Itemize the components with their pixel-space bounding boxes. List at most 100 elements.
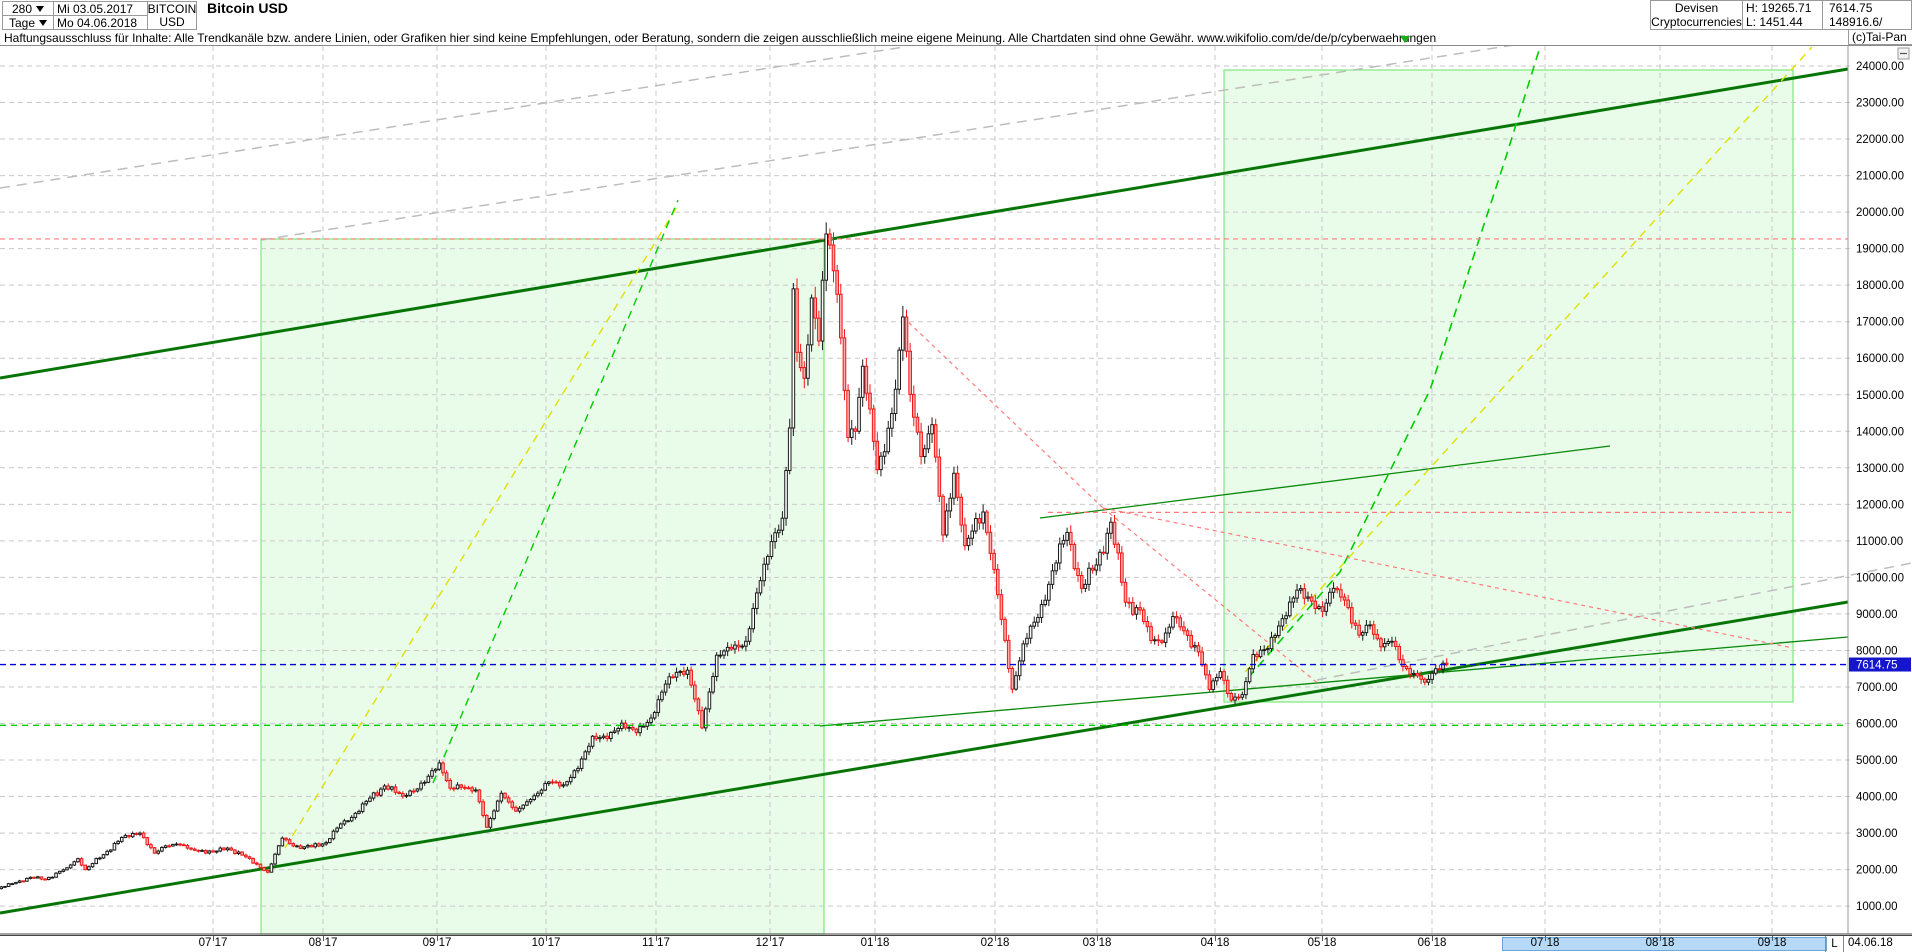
x-tick-label: 02 18 [980,937,1010,949]
y-tick-label: 12000.00 [1856,499,1904,511]
y-tick-label: 18000.00 [1856,280,1904,292]
price-axis[interactable]: 24000.00 23000.00 22000.00 21000.00 20000.00… [0,46,1912,935]
channel-upper [0,67,1849,380]
period-value: 280 [11,1,33,16]
x-tick-label: 10 17 [531,937,561,949]
copyright-label: (c)Tai-Pan [1848,30,1912,45]
x-tick-label: 06 18 [1417,937,1447,949]
volume: 148916.6/ [1829,15,1883,29]
y-tick-label: 16000.00 [1856,353,1904,365]
x-tick-label: 04 18 [1200,937,1230,949]
collapse-button[interactable] [1897,47,1910,60]
y-tick-label: 15000.00 [1856,390,1904,402]
candlestick-chart[interactable]: 24000.00 23000.00 22000.00 21000.00 20000.00… [0,39,1912,935]
red-fan-steep [902,316,1104,509]
header-divider [0,45,1912,46]
x-tick-label: 09 18 [1757,937,1787,949]
date-from-field[interactable]: Mi 03.05.2017 [53,1,148,16]
interval-dropdown[interactable]: Tage [2,15,54,30]
symbol-cell: BITCOIN USD [147,1,197,30]
y-tick-label: 1000.00 [1856,901,1898,913]
y-tick-label: 5000.00 [1856,755,1898,767]
x-tick-label: 09 17 [422,937,452,949]
x-tick [213,936,214,941]
x-tick [995,936,996,941]
low-value: L: 1451.44 [1746,15,1803,29]
x-tick-label: 08 17 [308,937,338,949]
x-tick [1772,936,1773,941]
high-low-cell: H: 19265.71 L: 1451.44 [1742,0,1823,30]
gray-channel-a [0,46,905,189]
trend-zones [260,69,1794,935]
x-tick [875,936,876,941]
green-parabola-right [1247,46,1541,679]
high-value: H: 19265.71 [1746,1,1812,15]
x-tick-label: 01 18 [860,937,890,949]
y-tick-label: 7000.00 [1856,682,1898,694]
x-tick [437,936,438,941]
y-tick-label: 6000.00 [1856,719,1898,731]
x-tick [1432,936,1433,941]
disclaimer-text: Haftungsausschluss für Inhalte: Alle Tre… [4,30,1437,45]
last-price: 7614.75 [1829,1,1873,15]
y-tick-label: 3000.00 [1856,828,1898,840]
trend-lines [0,39,1912,915]
future-months-highlight [1502,937,1827,951]
x-tick [1660,936,1661,941]
green-trend-left [432,199,679,784]
y-tick-label: 8000.00 [1856,645,1898,657]
last-date-label: 04.06.18 [1848,937,1893,949]
x-tick [546,936,547,941]
candles [0,222,1449,890]
x-tick [1097,936,1098,941]
time-axis[interactable]: 07 17 08 17 09 17 10 17 11 17 12 17 01 18 02 18… [0,935,1912,952]
chart-title: Bitcoin USD [207,0,288,16]
y-tick-label: 21000.00 [1856,171,1904,183]
y-tick-label: 14000.00 [1856,426,1904,438]
x-tick [1545,936,1546,941]
svg-text:7614.75: 7614.75 [1856,660,1898,672]
channel-lower [0,600,1849,915]
x-tick-label: 07 18 [1530,937,1560,949]
chevron-down-icon [36,5,45,12]
y-tick-label: 9000.00 [1856,609,1898,621]
period-dropdown[interactable]: 280 [2,1,54,16]
y-tick-label: 20000.00 [1856,207,1904,219]
resist-thin-green [1039,445,1611,519]
x-tick-label: 08 18 [1645,937,1675,949]
date-to-field[interactable]: Mo 04.06.2018 [53,15,148,30]
last-price-cell: 7614.75 148916.6/ [1822,0,1912,30]
x-tick-label: 12 17 [755,937,785,949]
y-tick-label: 22000.00 [1856,134,1904,146]
x-tick [1322,936,1323,941]
scale-mode-label[interactable]: L [1825,936,1844,952]
red-fan-mid [1102,507,1321,686]
timeline-marker-icon [1400,36,1410,43]
y-tick-label: 4000.00 [1856,792,1898,804]
y-tick-label: 24000.00 [1856,61,1904,73]
chevron-down-icon [39,19,48,26]
gray-channel-b [260,39,1547,241]
x-tick [323,936,324,941]
chart-canvas[interactable]: 24000.00 23000.00 22000.00 21000.00 20000.00… [0,39,1912,935]
x-tick [770,936,771,941]
red-fan-shallow [1102,507,1794,649]
x-tick [1215,936,1216,941]
y-tick-label: 10000.00 [1856,572,1904,584]
x-tick [656,936,657,941]
support-thin-green [819,636,1849,727]
y-tick-label: 23000.00 [1856,98,1904,110]
y-tick-label: 11000.00 [1856,536,1903,548]
y-tick-label: 17000.00 [1856,317,1904,329]
y-tick-label: 13000.00 [1856,463,1904,475]
y-tick-label: 19000.00 [1856,244,1904,256]
y-tick-label: 2000.00 [1856,865,1898,877]
category-cell: Devisen Cryptocurrencies [1650,0,1743,30]
price-level-lines [0,238,1848,726]
x-tick-label: 05 18 [1307,937,1337,949]
current-price-tag: 7614.75 [1849,657,1911,672]
x-tick-label: 07 17 [198,937,228,949]
trend-zone-1 [260,238,825,935]
interval-value: Tage [8,15,36,30]
